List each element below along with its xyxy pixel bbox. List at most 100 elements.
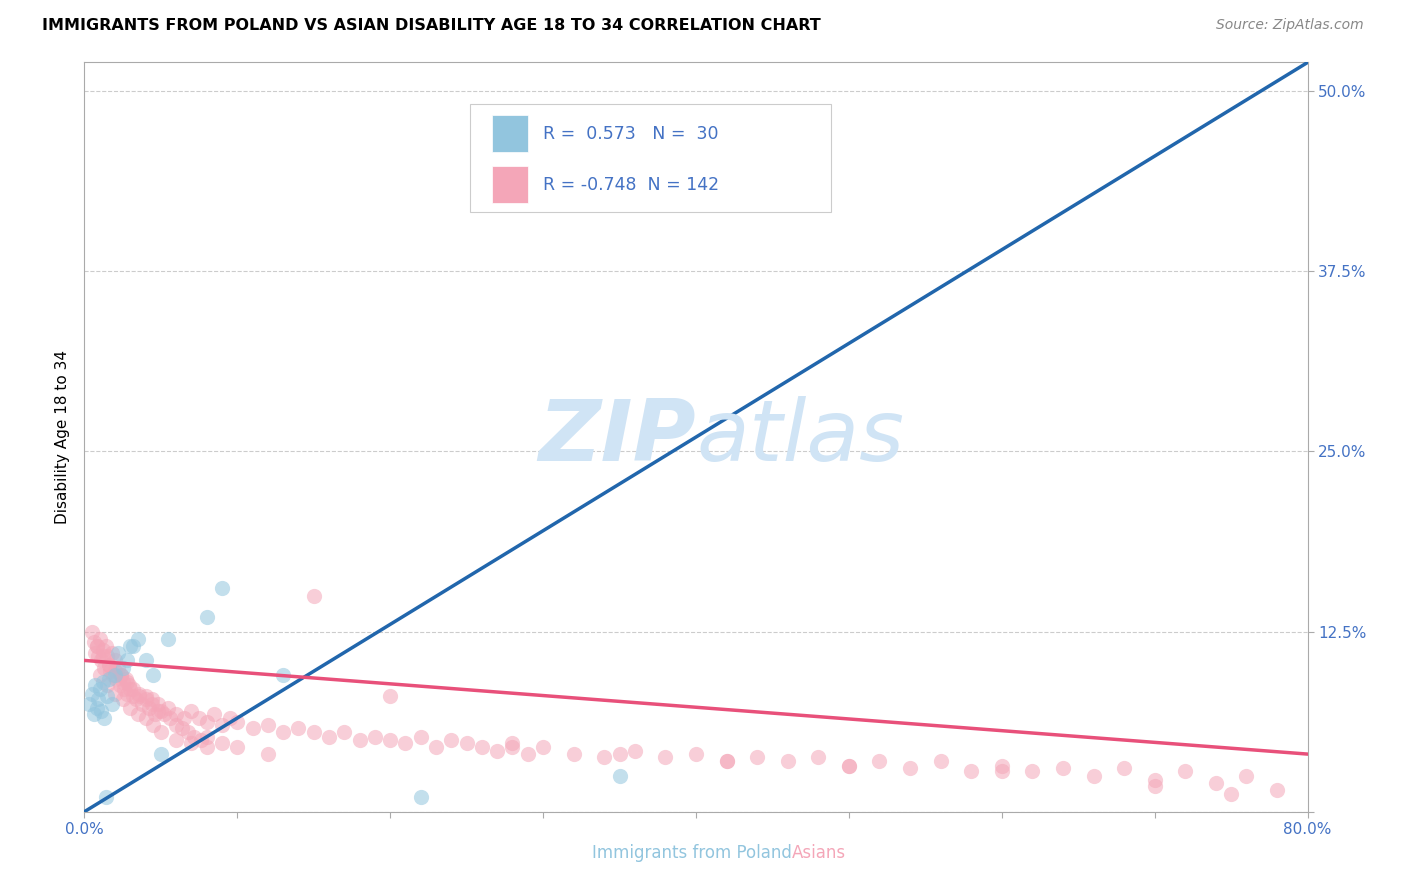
Point xyxy=(271,725,294,739)
Point xyxy=(531,739,554,754)
Point xyxy=(90,704,112,718)
Point xyxy=(364,730,387,744)
Text: ZIP: ZIP xyxy=(538,395,696,479)
Point xyxy=(146,697,169,711)
Point xyxy=(1143,772,1166,787)
Bar xyxy=(492,166,529,203)
Point xyxy=(110,668,132,682)
Point xyxy=(776,754,799,768)
Point xyxy=(1236,769,1258,783)
Point xyxy=(333,725,356,739)
Point xyxy=(96,649,118,664)
Point xyxy=(562,747,585,761)
Point xyxy=(86,639,108,653)
Point xyxy=(609,769,631,783)
Point xyxy=(157,632,180,646)
Point xyxy=(211,735,233,749)
Text: R = -0.748  N = 142: R = -0.748 N = 142 xyxy=(543,176,720,194)
Point xyxy=(91,643,114,657)
Point xyxy=(898,762,921,776)
Point xyxy=(91,675,114,690)
Point xyxy=(93,711,115,725)
Point xyxy=(138,701,160,715)
Point xyxy=(1220,788,1243,802)
Point xyxy=(87,649,110,664)
Point xyxy=(302,725,325,739)
Point xyxy=(502,735,524,749)
Point xyxy=(685,747,707,761)
Point xyxy=(394,735,416,749)
Point xyxy=(149,704,172,718)
Point xyxy=(110,668,132,682)
Point xyxy=(624,744,647,758)
Point xyxy=(111,660,134,674)
Point xyxy=(747,750,769,764)
Point xyxy=(128,690,150,704)
Point xyxy=(115,675,138,690)
Point xyxy=(96,678,118,692)
Point xyxy=(111,692,134,706)
Text: atlas: atlas xyxy=(696,395,904,479)
FancyBboxPatch shape xyxy=(470,103,831,212)
Point xyxy=(654,750,676,764)
Point xyxy=(195,610,218,624)
Point xyxy=(135,711,157,725)
Point xyxy=(165,732,187,747)
Point xyxy=(287,721,309,735)
Point xyxy=(960,764,983,779)
Point xyxy=(128,687,150,701)
Point xyxy=(149,747,172,761)
Point xyxy=(108,678,131,692)
Point xyxy=(114,672,136,686)
Point xyxy=(172,721,194,735)
Point xyxy=(516,747,538,761)
Bar xyxy=(763,834,797,863)
Point xyxy=(409,790,432,805)
Point xyxy=(807,750,830,764)
Point xyxy=(271,668,294,682)
Point xyxy=(142,718,165,732)
Point xyxy=(838,758,860,772)
Point xyxy=(135,692,157,706)
Point xyxy=(103,668,125,682)
Point xyxy=(127,706,149,721)
Point xyxy=(141,697,163,711)
Point xyxy=(118,678,141,692)
Point xyxy=(93,660,115,674)
Point xyxy=(195,730,218,744)
Point xyxy=(226,739,249,754)
Point xyxy=(593,750,616,764)
Point xyxy=(440,732,463,747)
Point xyxy=(257,747,280,761)
Point xyxy=(83,706,105,721)
Point xyxy=(456,735,478,749)
Text: R =  0.573   N =  30: R = 0.573 N = 30 xyxy=(543,125,718,143)
Point xyxy=(425,739,447,754)
Point xyxy=(1174,764,1197,779)
Point xyxy=(135,653,157,667)
Point xyxy=(149,725,172,739)
Point xyxy=(101,646,124,660)
Point xyxy=(115,653,138,667)
Point xyxy=(349,732,371,747)
Point xyxy=(716,754,738,768)
Point xyxy=(94,790,117,805)
Point xyxy=(89,632,111,646)
Point xyxy=(111,675,134,690)
Point xyxy=(96,690,118,704)
Point xyxy=(1143,779,1166,793)
Bar xyxy=(547,834,581,863)
Text: Asians: Asians xyxy=(792,844,845,862)
Point xyxy=(486,744,509,758)
Point xyxy=(91,649,114,664)
Point xyxy=(302,589,325,603)
Point xyxy=(89,668,111,682)
Point xyxy=(1052,762,1074,776)
Point xyxy=(89,682,111,697)
Point xyxy=(157,701,180,715)
Point xyxy=(218,711,240,725)
Point xyxy=(165,718,187,732)
Point xyxy=(80,687,103,701)
Point xyxy=(127,632,149,646)
Point xyxy=(153,706,176,721)
